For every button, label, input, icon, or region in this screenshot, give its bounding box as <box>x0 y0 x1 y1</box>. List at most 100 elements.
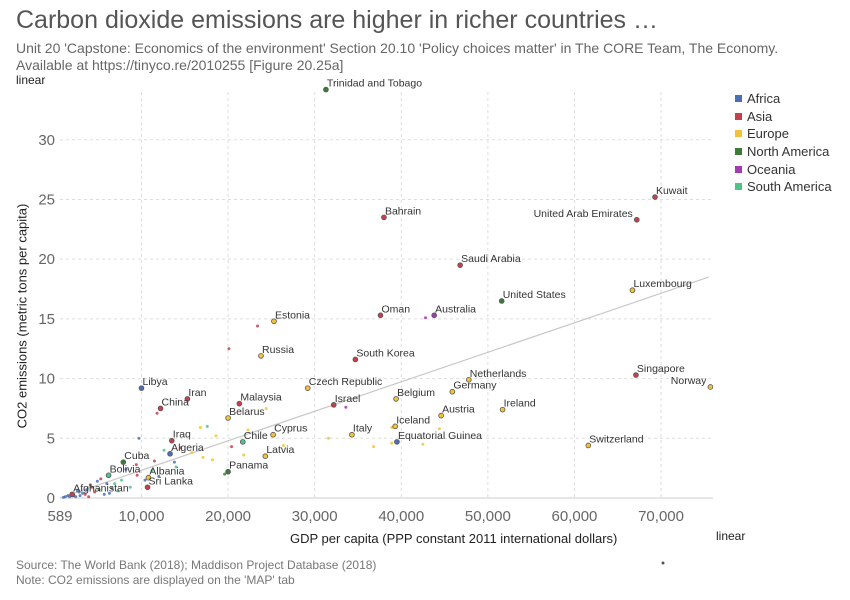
data-point-russia[interactable] <box>258 353 264 359</box>
data-point[interactable] <box>424 316 428 320</box>
legend-item-north-america[interactable]: North America <box>735 143 832 161</box>
data-point[interactable] <box>246 428 250 432</box>
data-point-bahrain[interactable] <box>381 214 387 221</box>
data-point[interactable] <box>124 467 128 471</box>
data-point[interactable] <box>155 411 159 415</box>
data-point-czech-republic[interactable] <box>304 385 311 391</box>
data-point-israel[interactable] <box>330 402 337 408</box>
legend-item-oceania[interactable]: Oceania <box>735 160 832 178</box>
data-point[interactable] <box>116 489 120 493</box>
data-point[interactable] <box>120 478 124 482</box>
data-point[interactable] <box>214 434 218 438</box>
data-point-panama[interactable] <box>225 468 231 475</box>
data-point-malaysia[interactable] <box>236 400 243 407</box>
data-point-germany[interactable] <box>449 388 456 395</box>
data-point[interactable] <box>190 451 194 455</box>
data-point-equatorial-guinea[interactable] <box>394 439 400 445</box>
data-point-algeria[interactable] <box>167 451 173 457</box>
data-point[interactable] <box>327 436 331 440</box>
data-point-norway[interactable] <box>707 384 714 390</box>
data-point[interactable] <box>143 478 147 482</box>
data-point[interactable] <box>242 453 246 457</box>
data-point[interactable] <box>128 485 132 489</box>
data-point-afghanistan[interactable] <box>69 491 76 498</box>
data-point[interactable] <box>87 495 91 499</box>
data-point[interactable] <box>90 485 94 489</box>
data-point[interactable] <box>372 445 376 449</box>
data-point-south-korea[interactable] <box>352 356 359 363</box>
data-point[interactable] <box>83 492 87 496</box>
data-point-luxembourg[interactable] <box>629 287 636 294</box>
data-point[interactable] <box>78 494 82 498</box>
data-point-china[interactable] <box>157 405 164 412</box>
data-point[interactable] <box>97 488 101 492</box>
data-point-cuba[interactable] <box>120 459 127 465</box>
data-point[interactable] <box>105 482 109 486</box>
data-point[interactable] <box>150 469 154 473</box>
data-point[interactable] <box>88 483 92 487</box>
data-point[interactable] <box>107 491 111 495</box>
data-point-austria[interactable] <box>438 412 444 419</box>
legend-item-asia[interactable]: Asia <box>735 108 832 126</box>
data-point[interactable] <box>93 490 97 494</box>
data-point[interactable] <box>390 441 394 445</box>
data-point[interactable] <box>162 448 166 452</box>
data-point[interactable] <box>178 446 182 450</box>
data-point[interactable] <box>230 445 234 449</box>
legend-item-europe[interactable]: Europe <box>735 125 832 143</box>
data-point-chile[interactable] <box>240 439 246 445</box>
data-point[interactable] <box>282 443 286 447</box>
data-point[interactable] <box>99 477 103 481</box>
data-point[interactable] <box>174 465 178 469</box>
data-point-italy[interactable] <box>349 431 355 438</box>
data-point[interactable] <box>137 436 141 440</box>
data-point[interactable] <box>256 324 260 328</box>
data-point[interactable] <box>264 406 268 410</box>
data-point[interactable] <box>77 490 81 494</box>
data-point[interactable] <box>198 426 202 430</box>
data-point-saudi-arabia[interactable] <box>457 262 463 268</box>
data-point-united-arab-emirates[interactable] <box>633 216 640 223</box>
data-point[interactable] <box>74 495 78 499</box>
data-point-netherlands[interactable] <box>466 376 472 383</box>
data-point-sri-lanka[interactable] <box>144 484 151 491</box>
data-point[interactable] <box>81 491 85 495</box>
data-point[interactable] <box>227 347 231 351</box>
data-point[interactable] <box>62 495 66 499</box>
data-point[interactable] <box>437 427 441 431</box>
data-point-australia[interactable] <box>431 312 437 319</box>
data-point-switzerland[interactable] <box>585 442 592 449</box>
legend-item-south-america[interactable]: South America <box>735 178 832 196</box>
data-point[interactable] <box>95 479 99 483</box>
data-point-belgium[interactable] <box>393 396 399 402</box>
data-point-iran[interactable] <box>184 396 191 402</box>
data-point-oman[interactable] <box>377 312 384 319</box>
data-point[interactable] <box>344 405 348 409</box>
legend-item-africa[interactable]: Africa <box>735 90 832 108</box>
data-point-libya[interactable] <box>138 385 145 391</box>
data-point[interactable] <box>134 463 138 467</box>
data-point-iraq[interactable] <box>168 437 175 444</box>
data-point-ireland[interactable] <box>499 406 506 413</box>
data-point[interactable] <box>421 442 425 446</box>
data-point[interactable] <box>223 472 227 476</box>
data-point[interactable] <box>172 460 176 464</box>
data-point[interactable] <box>205 424 209 428</box>
data-point-latvia[interactable] <box>262 453 269 460</box>
data-point-iceland[interactable] <box>392 423 399 430</box>
data-point[interactable] <box>157 475 161 479</box>
data-point-trinidad-and-tobago[interactable] <box>323 86 329 93</box>
data-point[interactable] <box>85 488 89 492</box>
data-point-estonia[interactable] <box>271 318 277 325</box>
data-point-united-states[interactable] <box>498 298 505 304</box>
data-point-singapore[interactable] <box>633 372 639 378</box>
data-point[interactable] <box>102 492 106 496</box>
data-point-belarus[interactable] <box>225 415 231 421</box>
data-point-kuwait[interactable] <box>652 194 658 200</box>
data-point[interactable] <box>135 473 139 477</box>
data-point[interactable] <box>110 486 114 490</box>
data-point[interactable] <box>66 494 70 498</box>
data-point[interactable] <box>201 455 205 459</box>
x-scale-toggle[interactable]: linear <box>716 529 746 543</box>
y-scale-toggle[interactable]: linear <box>16 73 46 87</box>
